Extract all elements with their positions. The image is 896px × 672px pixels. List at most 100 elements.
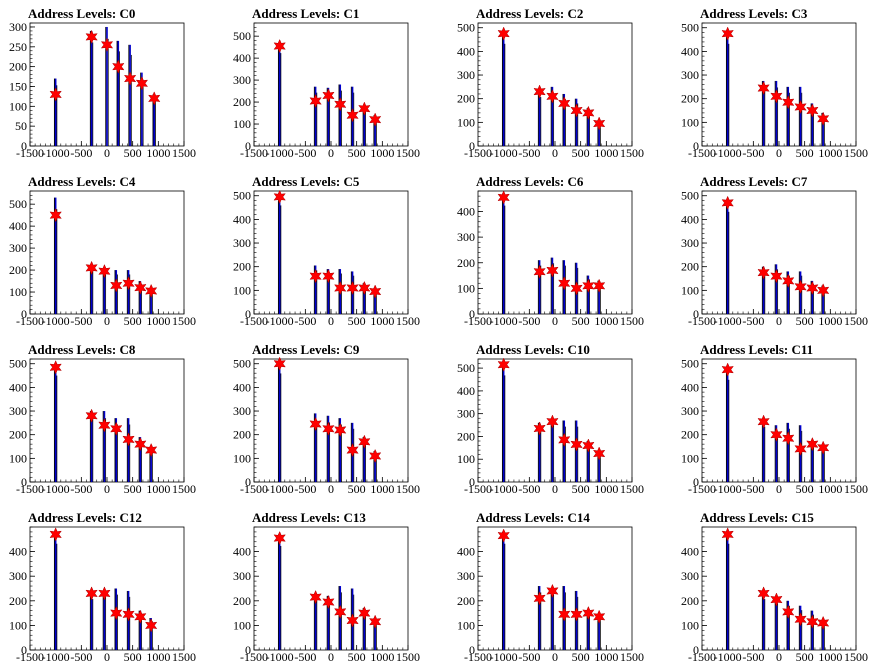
x-tick-label: -500 — [70, 650, 92, 664]
y-tick-label: 100 — [681, 115, 699, 129]
y-tick-label: 0 — [693, 139, 699, 153]
panel-title: Address Levels: C13 — [252, 510, 366, 525]
y-tick-label: 0 — [21, 475, 27, 489]
y-tick-label: 400 — [233, 380, 251, 394]
peak-marker — [273, 189, 286, 205]
x-tick-label: 1500 — [172, 650, 196, 664]
x-tick-label: 1500 — [620, 482, 644, 496]
histogram-svg: Address Levels: C14 0 100 200 300 400 -1500-10… — [457, 510, 644, 664]
peak-marker — [368, 614, 382, 629]
peak-marker — [346, 613, 359, 628]
peak-marker — [816, 283, 830, 298]
y-tick-label: 200 — [233, 428, 251, 442]
peak-marker — [782, 604, 795, 620]
peak-marker — [806, 437, 819, 452]
peak-marker — [770, 89, 783, 104]
y-tick-label: 50 — [15, 119, 27, 133]
y-tick-label: 500 — [681, 189, 699, 203]
plot-frame — [253, 358, 409, 483]
peak-marker — [546, 583, 559, 599]
x-tick-label: 1000 — [818, 146, 842, 160]
histogram-svg: Address Levels: C70100200300400500-1500-… — [681, 174, 868, 328]
x-tick-label: 0 — [328, 314, 334, 328]
x-tick-label: 1500 — [172, 314, 196, 328]
peak-marker — [757, 265, 770, 280]
peak-marker — [782, 273, 795, 289]
peak-marker — [134, 609, 147, 624]
histogram-panel: Address Levels: C3 0 100 200 300 400 500 -1500-… — [672, 0, 896, 168]
peak-marker — [334, 280, 347, 296]
plot-frame — [701, 526, 857, 651]
y-tick-label: 300 — [233, 73, 251, 87]
x-tick-label: -1000 — [42, 482, 70, 496]
x-tick-label: -500 — [742, 650, 764, 664]
x-tick-label: -1500 — [688, 314, 716, 328]
peak-marker — [582, 438, 595, 453]
x-tick-label: -1500 — [16, 482, 44, 496]
x-tick-label: 500 — [124, 482, 142, 496]
peak-marker — [368, 284, 382, 299]
panel-title: Address Levels: C15 — [700, 510, 814, 525]
y-tick-label: 300 — [9, 241, 27, 255]
peak-marker — [782, 95, 795, 110]
x-tick-label: 0 — [104, 482, 110, 496]
y-tick-label: 200 — [9, 263, 27, 277]
y-tick-label: 200 — [681, 260, 699, 274]
x-tick-label: 1500 — [844, 146, 868, 160]
plot-frame — [701, 190, 857, 315]
x-tick-label: 1000 — [594, 650, 618, 664]
y-tick-label: 500 — [9, 197, 27, 211]
x-tick-label: -500 — [294, 482, 316, 496]
x-tick-label: 1500 — [844, 314, 868, 328]
y-tick-label: 500 — [681, 21, 699, 35]
x-tick-label: -1000 — [266, 482, 294, 496]
x-tick-label: 1500 — [396, 650, 420, 664]
peak-marker — [98, 264, 111, 279]
x-tick-label: -1500 — [16, 146, 44, 160]
plot-frame — [477, 22, 633, 147]
peak-marker — [497, 357, 510, 372]
x-tick-label: 1500 — [396, 482, 420, 496]
peak-marker — [770, 592, 783, 607]
x-tick-label: 1500 — [172, 146, 196, 160]
y-tick-label: 100 — [233, 451, 251, 465]
y-tick-label: 500 — [233, 189, 251, 203]
histogram-svg: Address Levels: C40100200300400500-1500-… — [9, 174, 196, 328]
y-tick-label: 0 — [693, 475, 699, 489]
peak-marker — [806, 614, 819, 629]
x-tick-label: 1500 — [172, 482, 196, 496]
x-tick-label: 1000 — [370, 314, 394, 328]
x-tick-label: 0 — [552, 482, 558, 496]
peak-marker — [98, 586, 111, 601]
x-tick-label: -500 — [518, 146, 540, 160]
histogram-svg: Address Levels: C0 0 50 100 150 200 250 300 -150… — [9, 6, 196, 160]
x-tick-label: -1500 — [688, 650, 716, 664]
x-tick-label: -1000 — [490, 482, 518, 496]
y-tick-label: 400 — [457, 44, 475, 58]
x-tick-label: 500 — [572, 314, 590, 328]
peak-marker — [794, 279, 807, 294]
y-tick-label: 500 — [457, 361, 475, 375]
x-tick-label: -1500 — [688, 482, 716, 496]
peak-marker — [592, 116, 606, 131]
x-tick-label: 1000 — [818, 314, 842, 328]
histogram-svg: Address Levels: C20100200300400500-1500-… — [457, 6, 644, 160]
plot-frame — [29, 526, 185, 651]
x-tick-label: 500 — [796, 650, 814, 664]
peak-marker — [794, 612, 807, 627]
histogram-panel: Address Levels: C4 0 100 200 300 400 500 -1500-… — [0, 168, 224, 336]
x-tick-label: 0 — [328, 482, 334, 496]
x-tick-label: -1000 — [714, 650, 742, 664]
x-tick-label: 1000 — [594, 482, 618, 496]
histogram-panel: Address Levels: C15 0 100 200 300 400 -1500 -10… — [672, 504, 896, 672]
y-tick-label: 0 — [21, 139, 27, 153]
x-tick-label: 1000 — [370, 146, 394, 160]
histogram-svg: Address Levels: C10100200300400500-1500-… — [233, 6, 420, 160]
peak-marker — [592, 446, 606, 461]
x-tick-label: 500 — [796, 314, 814, 328]
peak-marker — [122, 276, 135, 291]
x-tick-label: 1000 — [594, 314, 618, 328]
x-tick-label: -1500 — [240, 146, 268, 160]
peak-marker — [144, 618, 158, 633]
peak-marker — [533, 421, 546, 436]
